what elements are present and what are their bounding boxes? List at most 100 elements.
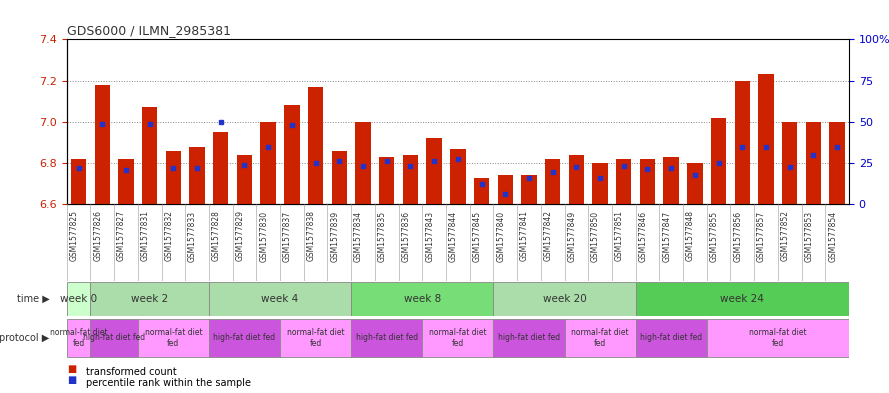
Bar <box>521 175 537 204</box>
Bar <box>565 319 636 357</box>
Bar <box>422 319 493 357</box>
Text: GSM1577831: GSM1577831 <box>140 211 149 261</box>
Bar <box>165 151 181 204</box>
Text: GSM1577844: GSM1577844 <box>449 211 458 262</box>
Text: week 4: week 4 <box>261 294 299 304</box>
Bar <box>640 159 655 204</box>
Text: GSM1577837: GSM1577837 <box>283 211 292 262</box>
Text: GSM1577847: GSM1577847 <box>662 211 671 262</box>
Text: GSM1577851: GSM1577851 <box>615 211 624 261</box>
Bar <box>450 149 466 204</box>
Text: ■: ■ <box>67 375 76 385</box>
Bar <box>236 155 252 204</box>
Text: week 0: week 0 <box>60 294 97 304</box>
Text: GSM1577839: GSM1577839 <box>331 211 340 262</box>
Text: GSM1577856: GSM1577856 <box>733 211 742 262</box>
Text: GSM1577853: GSM1577853 <box>805 211 813 262</box>
Bar <box>94 85 110 204</box>
Text: ■: ■ <box>67 364 76 374</box>
Text: GSM1577855: GSM1577855 <box>709 211 718 262</box>
Text: normal-fat diet
fed: normal-fat diet fed <box>749 328 806 348</box>
Bar <box>663 157 679 204</box>
Bar <box>189 147 204 204</box>
Text: GSM1577834: GSM1577834 <box>354 211 363 262</box>
Text: GSM1577841: GSM1577841 <box>520 211 529 261</box>
Text: week 20: week 20 <box>542 294 587 304</box>
Text: protocol ▶: protocol ▶ <box>0 333 50 343</box>
Text: GSM1577833: GSM1577833 <box>188 211 197 262</box>
Text: GSM1577836: GSM1577836 <box>402 211 411 262</box>
Text: GSM1577840: GSM1577840 <box>496 211 505 262</box>
Bar <box>138 319 209 357</box>
Text: GSM1577842: GSM1577842 <box>544 211 553 261</box>
Text: normal-fat diet
fed: normal-fat diet fed <box>572 328 629 348</box>
Bar <box>351 319 422 357</box>
Bar <box>636 282 849 316</box>
Text: high-fat diet fed: high-fat diet fed <box>640 334 702 342</box>
Text: GSM1577832: GSM1577832 <box>164 211 173 261</box>
Bar <box>403 155 418 204</box>
Bar <box>782 122 797 204</box>
Text: GSM1577848: GSM1577848 <box>686 211 695 261</box>
Text: GSM1577827: GSM1577827 <box>117 211 126 261</box>
Text: GSM1577828: GSM1577828 <box>212 211 220 261</box>
Bar <box>209 282 351 316</box>
Text: percentile rank within the sample: percentile rank within the sample <box>86 378 252 388</box>
Bar <box>829 122 845 204</box>
Bar <box>498 175 513 204</box>
Bar <box>545 159 560 204</box>
Text: GSM1577830: GSM1577830 <box>260 211 268 262</box>
Bar <box>493 319 565 357</box>
Text: GSM1577846: GSM1577846 <box>638 211 647 262</box>
Text: high-fat diet fed: high-fat diet fed <box>83 334 145 342</box>
Bar <box>758 74 773 204</box>
Text: GSM1577825: GSM1577825 <box>69 211 78 261</box>
Text: GSM1577845: GSM1577845 <box>473 211 482 262</box>
Text: GSM1577835: GSM1577835 <box>378 211 387 262</box>
Text: GSM1577850: GSM1577850 <box>591 211 600 262</box>
Text: week 24: week 24 <box>720 294 765 304</box>
Text: GSM1577852: GSM1577852 <box>781 211 789 261</box>
Text: transformed count: transformed count <box>86 367 177 377</box>
Text: normal-fat diet
fed: normal-fat diet fed <box>50 328 108 348</box>
Bar <box>213 132 228 204</box>
Bar <box>260 122 276 204</box>
Text: GSM1577843: GSM1577843 <box>425 211 434 262</box>
Text: week 2: week 2 <box>131 294 168 304</box>
Text: GSM1577849: GSM1577849 <box>567 211 576 262</box>
Bar <box>332 151 347 204</box>
Bar <box>592 163 608 204</box>
Bar <box>805 122 821 204</box>
Text: high-fat diet fed: high-fat diet fed <box>498 334 560 342</box>
Text: high-fat diet fed: high-fat diet fed <box>356 334 418 342</box>
Text: GSM1577857: GSM1577857 <box>757 211 766 262</box>
Text: normal-fat diet
fed: normal-fat diet fed <box>429 328 486 348</box>
Bar <box>687 163 702 204</box>
Text: week 8: week 8 <box>404 294 441 304</box>
Bar <box>284 105 300 204</box>
Bar <box>280 319 351 357</box>
Text: normal-fat diet
fed: normal-fat diet fed <box>287 328 344 348</box>
Bar <box>711 118 726 204</box>
Bar <box>636 319 707 357</box>
Bar <box>616 159 631 204</box>
Bar <box>91 319 138 357</box>
Bar <box>427 138 442 204</box>
Bar <box>474 178 489 204</box>
Bar <box>71 159 86 204</box>
Bar <box>356 122 371 204</box>
Text: time ▶: time ▶ <box>17 294 50 304</box>
Text: GSM1577829: GSM1577829 <box>236 211 244 261</box>
Bar <box>351 282 493 316</box>
Bar <box>67 319 91 357</box>
Text: GSM1577854: GSM1577854 <box>829 211 837 262</box>
Bar <box>67 282 91 316</box>
Text: normal-fat diet
fed: normal-fat diet fed <box>145 328 202 348</box>
Bar <box>91 282 209 316</box>
Text: GSM1577826: GSM1577826 <box>93 211 102 261</box>
Text: GDS6000 / ILMN_2985381: GDS6000 / ILMN_2985381 <box>67 24 230 37</box>
Bar <box>569 155 584 204</box>
Bar <box>734 81 750 204</box>
Bar <box>209 319 280 357</box>
Bar <box>379 157 395 204</box>
